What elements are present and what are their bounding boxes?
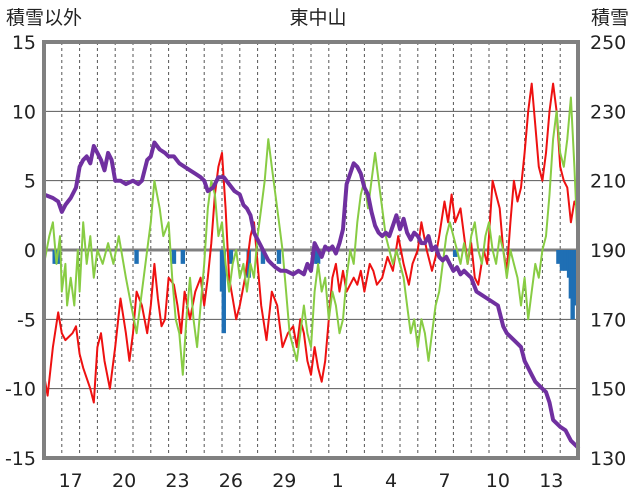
x-tick-label: 26 — [219, 470, 243, 492]
snow-bar — [180, 250, 186, 264]
left-tick-label: 5 — [24, 171, 36, 193]
left-tick-label: 0 — [24, 240, 36, 262]
left-tick-label: 15 — [12, 32, 36, 54]
x-tick-label: 29 — [272, 470, 296, 492]
series-line-snow_depth — [42, 140, 580, 450]
x-tick-labels: 17 20 23 26 29 1 4 7 10 13 — [59, 470, 564, 492]
snow-bar — [315, 250, 321, 264]
snow-bar — [563, 250, 568, 271]
snow-bar — [228, 250, 234, 264]
left-tick-label: -5 — [17, 309, 36, 331]
right-tick-label: 230 — [590, 101, 626, 123]
x-tick-label: 1 — [332, 470, 344, 492]
snow-bar — [556, 250, 561, 264]
chart-title: 東中山 — [289, 7, 346, 29]
right-tick-label: 250 — [590, 32, 626, 54]
x-tick-label: 13 — [539, 470, 563, 492]
x-tick-label: 7 — [438, 470, 450, 492]
plot-border — [42, 40, 580, 460]
snow-bars — [52, 250, 579, 334]
snow-bar — [246, 250, 251, 278]
right-tick-label: 130 — [590, 448, 626, 470]
left-axis-title: 積雪以外 — [6, 7, 82, 29]
right-tick-label: 150 — [590, 379, 626, 401]
snow-bar — [260, 250, 266, 264]
snow-bar — [134, 250, 139, 264]
right-tick-label: 170 — [590, 309, 626, 331]
series-lines — [42, 82, 580, 450]
snow-bar — [171, 250, 177, 264]
left-tick-labels: 15 10 5 0 -5 -10 -15 — [5, 32, 36, 470]
x-tick-label: 4 — [385, 470, 397, 492]
snow-bar — [221, 250, 226, 334]
left-tick-label: -15 — [5, 448, 36, 470]
right-axis-title: 積雪 — [591, 7, 629, 29]
x-tick-label: 17 — [59, 470, 83, 492]
snow-bar — [559, 250, 565, 271]
x-tick-label: 23 — [165, 470, 189, 492]
snow-bar — [452, 250, 458, 257]
right-tick-label: 210 — [590, 171, 626, 193]
left-tick-label: -10 — [5, 379, 36, 401]
right-tick-labels: 250 230 210 190 170 150 130 — [590, 32, 626, 470]
x-tick-label: 10 — [486, 470, 510, 492]
right-tick-label: 190 — [590, 240, 626, 262]
series-line-green — [43, 96, 579, 376]
plot-frame — [42, 40, 580, 460]
snow-bar — [276, 250, 282, 264]
left-tick-label: 10 — [12, 101, 36, 123]
x-tick-label: 20 — [112, 470, 136, 492]
